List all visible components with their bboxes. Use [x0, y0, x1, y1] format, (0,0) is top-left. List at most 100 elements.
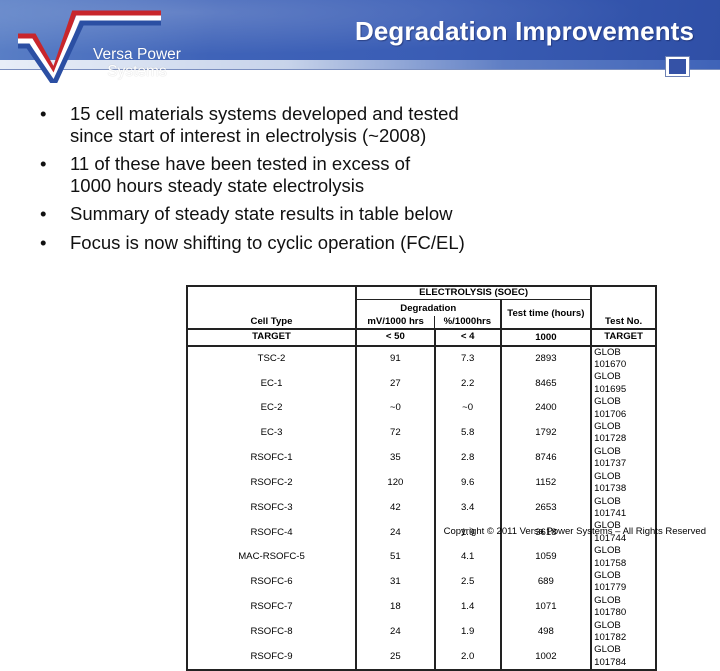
cell-mv: 42	[356, 495, 436, 521]
results-table: Cell Type ELECTROLYSIS (SOEC) Test No. D…	[186, 285, 657, 671]
bullet-item: • Summary of steady state results in tabl…	[38, 203, 558, 225]
cell-mv: 51	[356, 545, 436, 570]
target-test-time: 1000	[500, 328, 593, 347]
bullet-text-line: 15 cell materials systems developed and …	[70, 103, 459, 124]
cell-test-no: GLOB 101738	[594, 470, 627, 495]
table-row: EC-2 ~0 ~0 2400 GLOB 101706	[187, 396, 656, 422]
company-logo: Versa Power Systems	[14, 8, 194, 83]
header-test-time: Test time (hours)	[500, 299, 593, 330]
header-divider	[0, 69, 720, 70]
bullet-item: • Focus is now shifting to cyclic operati…	[38, 232, 558, 254]
cell-mv: 24	[356, 619, 436, 645]
cell-mv: ~0	[356, 396, 436, 422]
cell-test-no: GLOB 101695	[594, 371, 627, 395]
cell-test-no: GLOB 101782	[594, 619, 627, 643]
table-row: RSOFC-1 35 2.8 8746 GLOB 101737	[187, 445, 656, 471]
header-mv: mV/1000 hrs	[356, 315, 436, 330]
cell-mv: 27	[356, 371, 436, 397]
cell-pct: 9.6	[434, 470, 502, 496]
cell-test-no: GLOB 101758	[594, 545, 627, 569]
table-row: TSC-2 91 7.3 2893 GLOB 101670	[187, 345, 656, 372]
cell-test-time: 1059	[500, 545, 593, 570]
corner-square-icon	[665, 56, 690, 77]
cell-test-no: GLOB 101744	[594, 520, 627, 544]
table-row: EC-3 72 5.8 1792 GLOB 101728	[187, 421, 656, 446]
cell-pct: 2.5	[434, 569, 502, 595]
cell-pct: 5.8	[434, 421, 502, 446]
header-pct: %/1000hrs	[434, 315, 502, 330]
bullet-text-line: Summary of steady state results in table…	[70, 203, 453, 224]
target-test-no: TARGET	[591, 328, 656, 347]
bullet-dot-icon: •	[40, 103, 47, 124]
cell-cell-type: MAC-RSOFC-5	[187, 545, 358, 570]
bullet-item: • 15 cell materials systems developed and…	[38, 103, 558, 146]
cell-test-time: 2893	[500, 345, 593, 372]
cell-cell-type: RSOFC-9	[187, 644, 358, 671]
target-mv: < 50	[356, 328, 436, 347]
group-header-electrolysis: ELECTROLYSIS (SOEC)	[356, 286, 593, 301]
cell-test-time: 8746	[500, 445, 593, 471]
cell-test-time: 1002	[500, 644, 593, 671]
cell-pct: 2.2	[434, 371, 502, 397]
cell-test-no: GLOB 101706	[594, 396, 627, 420]
cell-cell-type: EC-1	[187, 371, 358, 397]
logo-text-line2: Systems	[107, 63, 167, 80]
cell-cell-type: RSOFC-1	[187, 445, 358, 471]
cell-test-time: 2400	[500, 396, 593, 422]
table-row: MAC-RSOFC-5 51 4.1 1059 GLOB 101758	[187, 545, 656, 570]
bullet-dot-icon: •	[40, 153, 47, 174]
cell-test-no: GLOB 101737	[594, 445, 627, 470]
bullet-item: • 11 of these have been tested in excess …	[38, 153, 558, 196]
cell-pct: 2.8	[434, 445, 502, 471]
cell-mv: 91	[356, 345, 436, 372]
cell-cell-type: RSOFC-4	[187, 520, 358, 546]
table-row: EC-1 27 2.2 8465 GLOB 101695	[187, 371, 656, 397]
cell-mv: 18	[356, 594, 436, 620]
table-row: RSOFC-2 120 9.6 1152 GLOB 101738	[187, 470, 656, 496]
cell-mv: 25	[356, 644, 436, 671]
slide-title: Degradation Improvements	[354, 16, 694, 46]
cell-test-no: GLOB 101670	[594, 346, 627, 371]
cell-pct: 2.0	[434, 644, 502, 671]
cell-test-no: GLOB 101741	[594, 495, 627, 519]
bullet-text-line: 11 of these have been tested in excess o…	[70, 153, 411, 174]
cell-pct: 7.3	[434, 345, 502, 372]
header-band	[0, 60, 720, 69]
cell-cell-type: EC-3	[187, 421, 358, 446]
bullet-dot-icon: •	[40, 231, 47, 253]
table-row: RSOFC-3 42 3.4 2653 GLOB 101741	[187, 495, 656, 521]
table-row: RSOFC-7 18 1.4 1071 GLOB 101780	[187, 594, 656, 620]
cell-mv: 72	[356, 421, 436, 446]
cell-cell-type: RSOFC-6	[187, 569, 358, 595]
cell-test-time: 1071	[500, 594, 593, 620]
bullet-text-line: Focus is now shifting to cyclic operatio…	[70, 231, 465, 253]
copyright-footer: Copyright © 2011 Versa Power Systems – A…	[443, 526, 706, 537]
cell-mv: 31	[356, 569, 436, 595]
table-row: RSOFC-6 31 2.5 689 GLOB 101779	[187, 569, 656, 595]
header-degradation: Degradation	[356, 299, 502, 316]
cell-pct: 1.4	[434, 594, 502, 620]
cell-cell-type: TSC-2	[187, 345, 358, 372]
bullet-list: • 15 cell materials systems developed and…	[38, 103, 558, 260]
header-test-no: Test No.	[605, 315, 643, 327]
cell-mv: 120	[356, 470, 436, 496]
header-cell-type: Cell Type	[187, 286, 358, 330]
cell-pct: 1.9	[434, 619, 502, 645]
target-cell-type: TARGET	[187, 328, 358, 347]
cell-test-no: GLOB 101784	[594, 644, 627, 668]
header-banner	[0, 0, 720, 62]
cell-cell-type: RSOFC-8	[187, 619, 358, 645]
bullet-text-line: since start of interest in electrolysis …	[70, 124, 427, 146]
cell-test-time: 1152	[500, 470, 593, 496]
cell-cell-type: RSOFC-3	[187, 495, 358, 521]
cell-cell-type: RSOFC-2	[187, 470, 358, 496]
cell-test-no: GLOB 101779	[594, 569, 627, 594]
table-row: RSOFC-8 24 1.9 498 GLOB 101782	[187, 619, 656, 645]
cell-test-time: 498	[500, 619, 593, 645]
table-row: RSOFC-9 25 2.0 1002 GLOB 101784	[187, 644, 656, 671]
cell-test-no: GLOB 101780	[594, 594, 627, 619]
bullet-dot-icon: •	[40, 203, 47, 224]
cell-test-time: 8465	[500, 371, 593, 397]
cell-cell-type: EC-2	[187, 396, 358, 422]
logo-text-line1: Versa Power	[93, 46, 181, 63]
